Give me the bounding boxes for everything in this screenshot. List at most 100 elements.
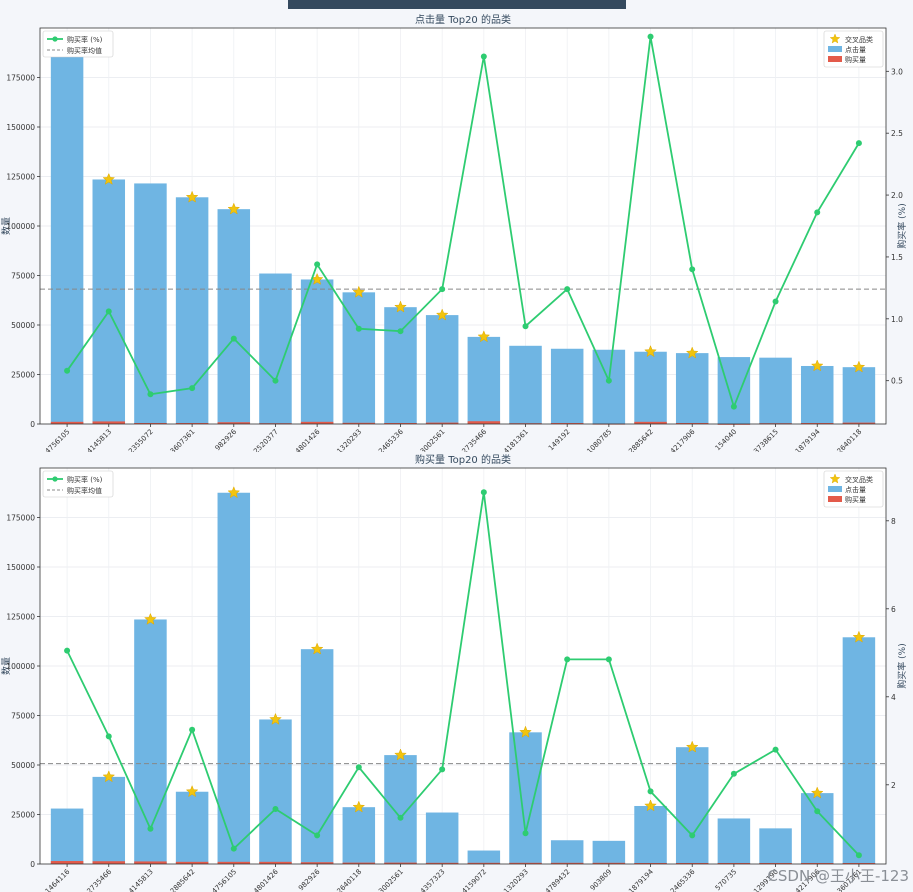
rate-point <box>314 261 321 268</box>
rate-point <box>355 325 362 332</box>
x-tick-label: 2465336 <box>377 427 405 452</box>
click-bar <box>467 336 501 424</box>
purchase-bar <box>800 423 834 425</box>
rate-point <box>314 832 321 839</box>
y-tick-label: 175000 <box>6 74 35 83</box>
rate-point <box>272 806 279 812</box>
legend-box <box>42 470 114 498</box>
y2-tick-label: 2.5 <box>891 129 903 138</box>
rate-point <box>564 286 571 293</box>
watermark: CSDN @王小王-123 <box>767 867 909 885</box>
x-tick-label: 4801426 <box>294 427 322 452</box>
rate-point <box>814 808 821 815</box>
rate-point <box>64 367 71 374</box>
x-tick-label: 570735 <box>714 868 739 892</box>
cross-category-star <box>644 345 657 358</box>
rate-point <box>439 286 446 293</box>
purchase-bar <box>175 423 209 425</box>
click-bar <box>467 850 501 864</box>
cross-category-star <box>852 630 866 643</box>
cross-category-star <box>394 300 407 313</box>
x-tick-label: 1879194 <box>794 427 822 452</box>
x-tick-label: 982926 <box>297 867 322 892</box>
purchase-bar <box>634 421 667 424</box>
click-bar <box>634 805 667 864</box>
click-bar <box>134 183 167 424</box>
rate-point <box>480 489 487 496</box>
legend-left: 购买率 (%) 购买率均值 <box>42 470 114 498</box>
click-bar <box>800 365 834 424</box>
x-tick-label: 1464116 <box>44 867 72 892</box>
purchase-bar <box>134 861 167 864</box>
y2-axis-label: 购买率 (%) <box>896 643 908 688</box>
rate-point <box>189 385 196 392</box>
cross-category-star <box>435 308 449 321</box>
x-tick-label: 1879194 <box>627 867 655 892</box>
x-tick-label: 3607361 <box>169 428 197 452</box>
click-bar <box>425 812 459 864</box>
y-tick-label: 150000 <box>6 123 35 132</box>
x-tick-label: 4145813 <box>127 868 155 892</box>
y-axis-label: 数量 <box>0 657 12 675</box>
x-tick-label: 1320293 <box>502 868 530 892</box>
purchase-bar <box>300 421 334 424</box>
cross-category-star <box>477 330 491 343</box>
rate-point <box>730 770 737 777</box>
y-tick-label: 50000 <box>11 761 35 770</box>
y-tick-label: 50000 <box>11 321 35 330</box>
cross-category-star <box>227 202 241 215</box>
cross-category-star <box>269 712 282 725</box>
click-bar <box>217 209 251 424</box>
purchase-bar <box>50 861 84 864</box>
legend-rate-marker <box>52 476 58 482</box>
x-tick-label: 2735466 <box>461 427 489 452</box>
y2-axis-label: 购买率 (%) <box>896 203 908 248</box>
rate-point <box>730 403 737 410</box>
cross-category-star <box>810 786 824 799</box>
rate-point <box>814 209 821 216</box>
click-bar <box>384 755 417 864</box>
purchase-bar <box>384 862 417 864</box>
cross-category-star <box>185 190 199 203</box>
rate-line <box>66 36 860 410</box>
y-tick-label: 125000 <box>6 173 35 182</box>
rate-point <box>397 328 404 335</box>
purchase-bar <box>342 862 376 864</box>
cross-category-star <box>852 360 866 373</box>
purchase-bar <box>467 421 501 424</box>
x-tick-label: 4789432 <box>544 868 572 892</box>
legend-cross-label: 交叉品类 <box>845 475 873 484</box>
y2-tick-label: 6 <box>891 605 896 614</box>
y-tick-label: 125000 <box>6 613 35 622</box>
click-bar <box>134 619 167 864</box>
y2-tick-label: 1.0 <box>891 315 903 324</box>
click-bar <box>342 807 376 864</box>
rate-point <box>397 814 404 821</box>
cross-category-star <box>352 285 366 298</box>
x-tick-label: 4181361 <box>502 428 530 452</box>
purchase-bar <box>259 861 292 864</box>
rate-point <box>522 830 529 837</box>
rate-point <box>147 391 154 398</box>
click-bar <box>259 719 292 864</box>
legend-rate-label: 购买率 (%) <box>67 475 103 484</box>
cross-category-star <box>102 770 116 783</box>
click-bar <box>509 345 542 424</box>
y2-tick-label: 1.5 <box>891 253 903 262</box>
legend-mean-label: 购买率均值 <box>67 46 102 55</box>
y-tick-label: 0 <box>30 860 35 869</box>
rate-point <box>689 832 696 839</box>
plot-frame <box>39 467 887 865</box>
click-bar <box>300 279 334 424</box>
purchase-bar <box>467 862 501 864</box>
click-bar <box>592 840 626 864</box>
y2-tick-label: 4 <box>891 693 896 702</box>
purchase-bar <box>675 423 709 425</box>
rate-line <box>66 492 860 856</box>
rate-point <box>647 33 654 40</box>
purchase-bar <box>217 422 251 424</box>
y2-tick-label: 0.5 <box>891 377 903 386</box>
legend-click-label: 点击量 <box>845 485 866 494</box>
